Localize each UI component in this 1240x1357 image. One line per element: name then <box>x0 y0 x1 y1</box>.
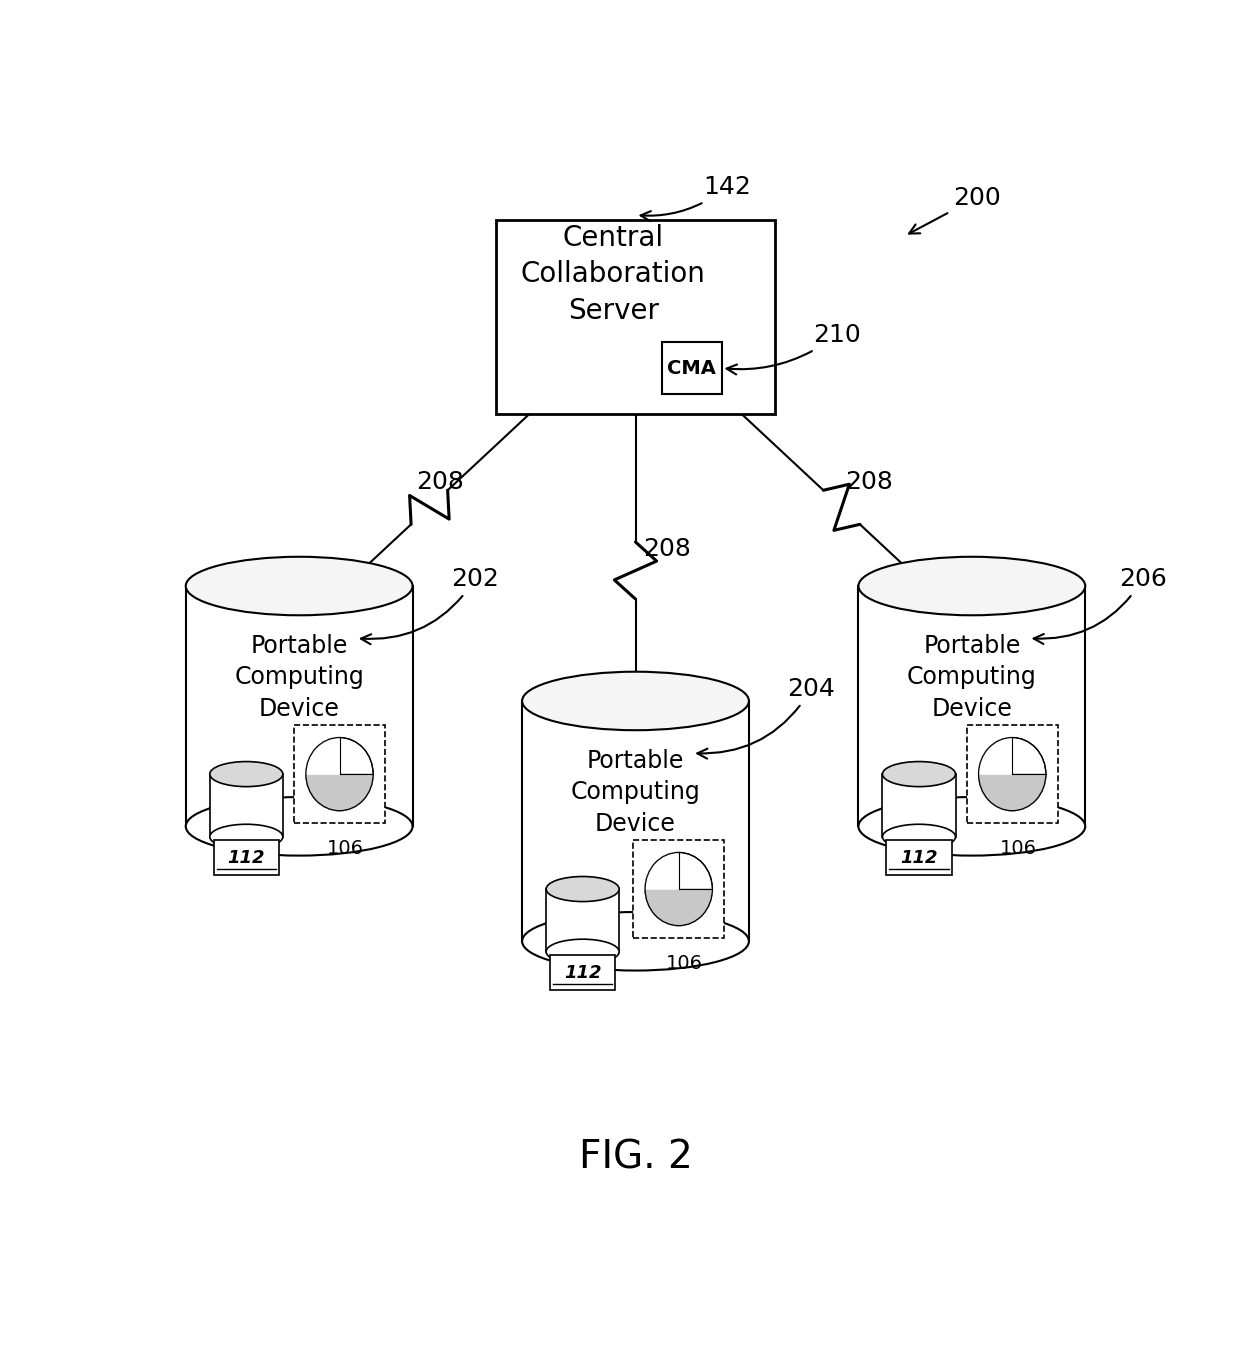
Polygon shape <box>522 702 749 942</box>
Text: FIG. 2: FIG. 2 <box>579 1139 692 1177</box>
Text: 208: 208 <box>844 470 893 494</box>
Polygon shape <box>546 889 619 951</box>
FancyBboxPatch shape <box>967 725 1058 824</box>
FancyBboxPatch shape <box>662 342 722 395</box>
Ellipse shape <box>883 761 956 787</box>
Circle shape <box>306 738 373 810</box>
Text: 202: 202 <box>361 567 498 645</box>
Polygon shape <box>306 738 373 810</box>
Text: 106: 106 <box>666 954 703 973</box>
Polygon shape <box>210 773 283 837</box>
Text: 206: 206 <box>1034 567 1167 645</box>
Text: 204: 204 <box>697 677 836 759</box>
Text: Portable
Computing
Device: Portable Computing Device <box>570 749 701 836</box>
Ellipse shape <box>546 939 619 965</box>
Polygon shape <box>645 852 678 889</box>
Text: Central
Collaboration
Server: Central Collaboration Server <box>521 224 706 326</box>
Text: Portable
Computing
Device: Portable Computing Device <box>234 634 365 721</box>
Polygon shape <box>883 773 956 837</box>
Text: 106: 106 <box>327 839 363 858</box>
Text: 112: 112 <box>228 848 265 867</box>
Ellipse shape <box>858 556 1085 615</box>
FancyBboxPatch shape <box>213 840 279 875</box>
Ellipse shape <box>883 824 956 849</box>
FancyBboxPatch shape <box>496 220 775 414</box>
FancyBboxPatch shape <box>551 955 615 991</box>
Text: 106: 106 <box>999 839 1037 858</box>
FancyBboxPatch shape <box>294 725 384 824</box>
Circle shape <box>645 852 713 925</box>
Circle shape <box>978 738 1045 810</box>
Text: CMA: CMA <box>667 358 717 377</box>
Text: 142: 142 <box>641 175 750 221</box>
Text: 208: 208 <box>644 537 691 562</box>
Ellipse shape <box>522 672 749 730</box>
Text: 200: 200 <box>909 186 1001 233</box>
Ellipse shape <box>210 761 283 787</box>
Polygon shape <box>978 738 1045 810</box>
Text: 210: 210 <box>727 323 861 375</box>
Ellipse shape <box>546 877 619 901</box>
Polygon shape <box>978 738 1012 773</box>
Ellipse shape <box>186 797 413 856</box>
FancyBboxPatch shape <box>634 840 724 939</box>
Ellipse shape <box>522 912 749 970</box>
FancyBboxPatch shape <box>887 840 951 875</box>
Text: 112: 112 <box>900 848 937 867</box>
Text: 112: 112 <box>564 963 601 981</box>
Text: Portable
Computing
Device: Portable Computing Device <box>906 634 1037 721</box>
Polygon shape <box>858 586 1085 826</box>
Ellipse shape <box>186 556 413 615</box>
Polygon shape <box>645 852 713 925</box>
Polygon shape <box>306 738 340 773</box>
Ellipse shape <box>210 824 283 849</box>
Text: 208: 208 <box>417 470 464 494</box>
Polygon shape <box>186 586 413 826</box>
Ellipse shape <box>858 797 1085 856</box>
